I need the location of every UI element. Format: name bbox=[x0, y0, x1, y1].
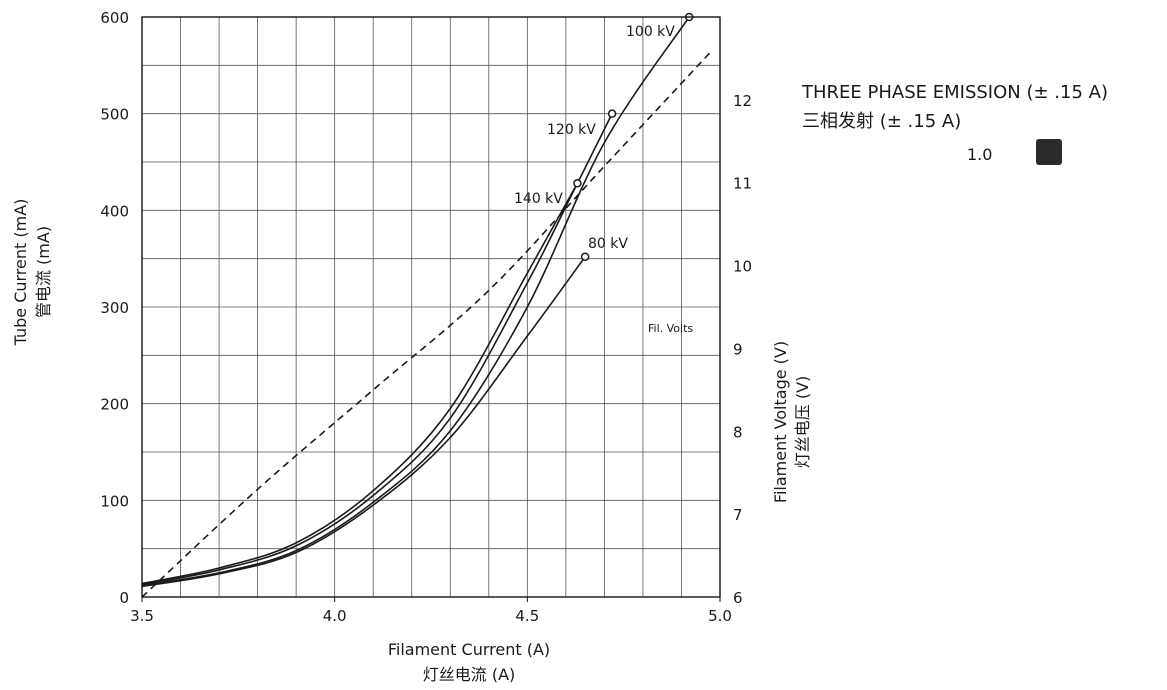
y2-tick-label: 11 bbox=[733, 175, 752, 193]
y2-axis-title-cn: 灯丝电压 (V) bbox=[793, 376, 812, 469]
end-marker-80-kv bbox=[580, 252, 590, 261]
y2-tick-label: 8 bbox=[733, 423, 743, 441]
y2-tick-label: 9 bbox=[733, 340, 743, 358]
end-marker-120-kv bbox=[607, 109, 617, 118]
label-120kv: 120 kV bbox=[547, 122, 596, 138]
y-tick-label: 0 bbox=[119, 589, 129, 607]
y-tick-label: 500 bbox=[100, 106, 129, 124]
y-tick-label: 300 bbox=[100, 299, 129, 317]
emission-legend: THREE PHASE EMISSION (± .15 A) 三相发射 (± .… bbox=[802, 82, 1108, 169]
series-fil-volts bbox=[141, 49, 713, 598]
y-axis-title-cn: 管电流 (mA) bbox=[34, 226, 53, 318]
series-140-kv bbox=[141, 182, 579, 585]
legend-title: THREE PHASE EMISSION (± .15 A) bbox=[802, 82, 1108, 103]
label-100kv: 100 kV bbox=[626, 24, 675, 40]
series-80-kv bbox=[141, 256, 586, 588]
label-80kv: 80 kV bbox=[588, 236, 628, 252]
y2-tick-label: 6 bbox=[733, 589, 743, 607]
tick-labels: 3.5 4.0 4.5 5.0 0 100 200 300 400 500 600 6 7 8 9 10 11 1… bbox=[100, 9, 752, 625]
y-tick-label: 100 bbox=[100, 492, 129, 510]
end-marker-140-kv bbox=[573, 179, 582, 188]
y-tick-label: 400 bbox=[100, 202, 129, 220]
x-tick-label: 5.0 bbox=[708, 607, 732, 625]
y2-axis-title: Filament Voltage (V) bbox=[771, 341, 790, 503]
x-tick-label: 3.5 bbox=[130, 607, 154, 625]
grid-lines bbox=[142, 17, 720, 597]
legend-row: 1.0 bbox=[802, 139, 1108, 169]
series-100-kv bbox=[141, 16, 690, 587]
legend-title-cn: 三相发射 (± .15 A) bbox=[802, 111, 962, 132]
label-140kv: 140 kV bbox=[514, 191, 563, 207]
y2-tick-label: 10 bbox=[733, 258, 752, 276]
y-tick-label: 200 bbox=[100, 396, 129, 414]
x-axis-title: Filament Current (A) bbox=[388, 640, 550, 659]
legend-swatch bbox=[1036, 139, 1062, 165]
legend-value: 1.0 bbox=[967, 145, 993, 164]
y-tick-label: 600 bbox=[100, 9, 129, 27]
label-fil-volts: Fil. Volts bbox=[648, 322, 693, 335]
y2-tick-label: 7 bbox=[733, 506, 743, 524]
x-tick-label: 4.5 bbox=[515, 607, 539, 625]
x-axis-title-cn: 灯丝电流 (A) bbox=[423, 665, 516, 684]
x-tick-label: 4.0 bbox=[323, 607, 347, 625]
y-axis-title: Tube Current (mA) bbox=[11, 199, 30, 347]
y2-tick-label: 12 bbox=[733, 92, 752, 110]
plot-frame bbox=[141, 16, 721, 598]
series-120-kv bbox=[141, 113, 613, 586]
curves bbox=[141, 16, 713, 598]
